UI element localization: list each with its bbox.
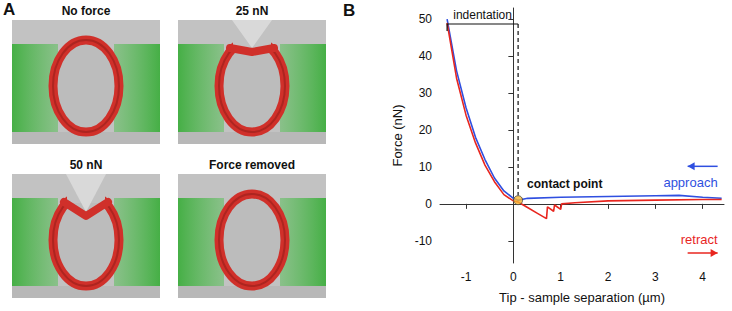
svg-text:10: 10: [419, 160, 433, 174]
svg-text:No force: No force: [62, 4, 111, 18]
svg-text:Force (nN): Force (nN): [390, 104, 405, 166]
svg-text:2: 2: [605, 270, 612, 284]
svg-text:0: 0: [510, 270, 517, 284]
svg-text:A: A: [3, 0, 15, 19]
svg-text:contact point: contact point: [527, 177, 602, 191]
svg-text:-10: -10: [415, 234, 433, 248]
svg-text:1: 1: [557, 270, 564, 284]
svg-text:Tip - sample separation (µm): Tip - sample separation (µm): [499, 290, 665, 305]
svg-text:3: 3: [652, 270, 659, 284]
svg-text:20: 20: [419, 123, 433, 137]
html-text:B: B: [343, 1, 356, 20]
svg-text:4: 4: [699, 270, 706, 284]
svg-text:0: 0: [425, 197, 432, 211]
svg-text:approach: approach: [663, 175, 717, 190]
svg-text:Force removed: Force removed: [209, 158, 295, 172]
svg-text:retract: retract: [681, 232, 718, 247]
svg-text:indentation: indentation: [453, 8, 512, 22]
svg-text:-1: -1: [461, 270, 472, 284]
svg-text:40: 40: [419, 49, 433, 63]
svg-text:50 nN: 50 nN: [70, 158, 103, 172]
svg-text:25 nN: 25 nN: [236, 4, 269, 18]
svg-text:30: 30: [419, 86, 433, 100]
svg-text:50: 50: [419, 12, 433, 26]
